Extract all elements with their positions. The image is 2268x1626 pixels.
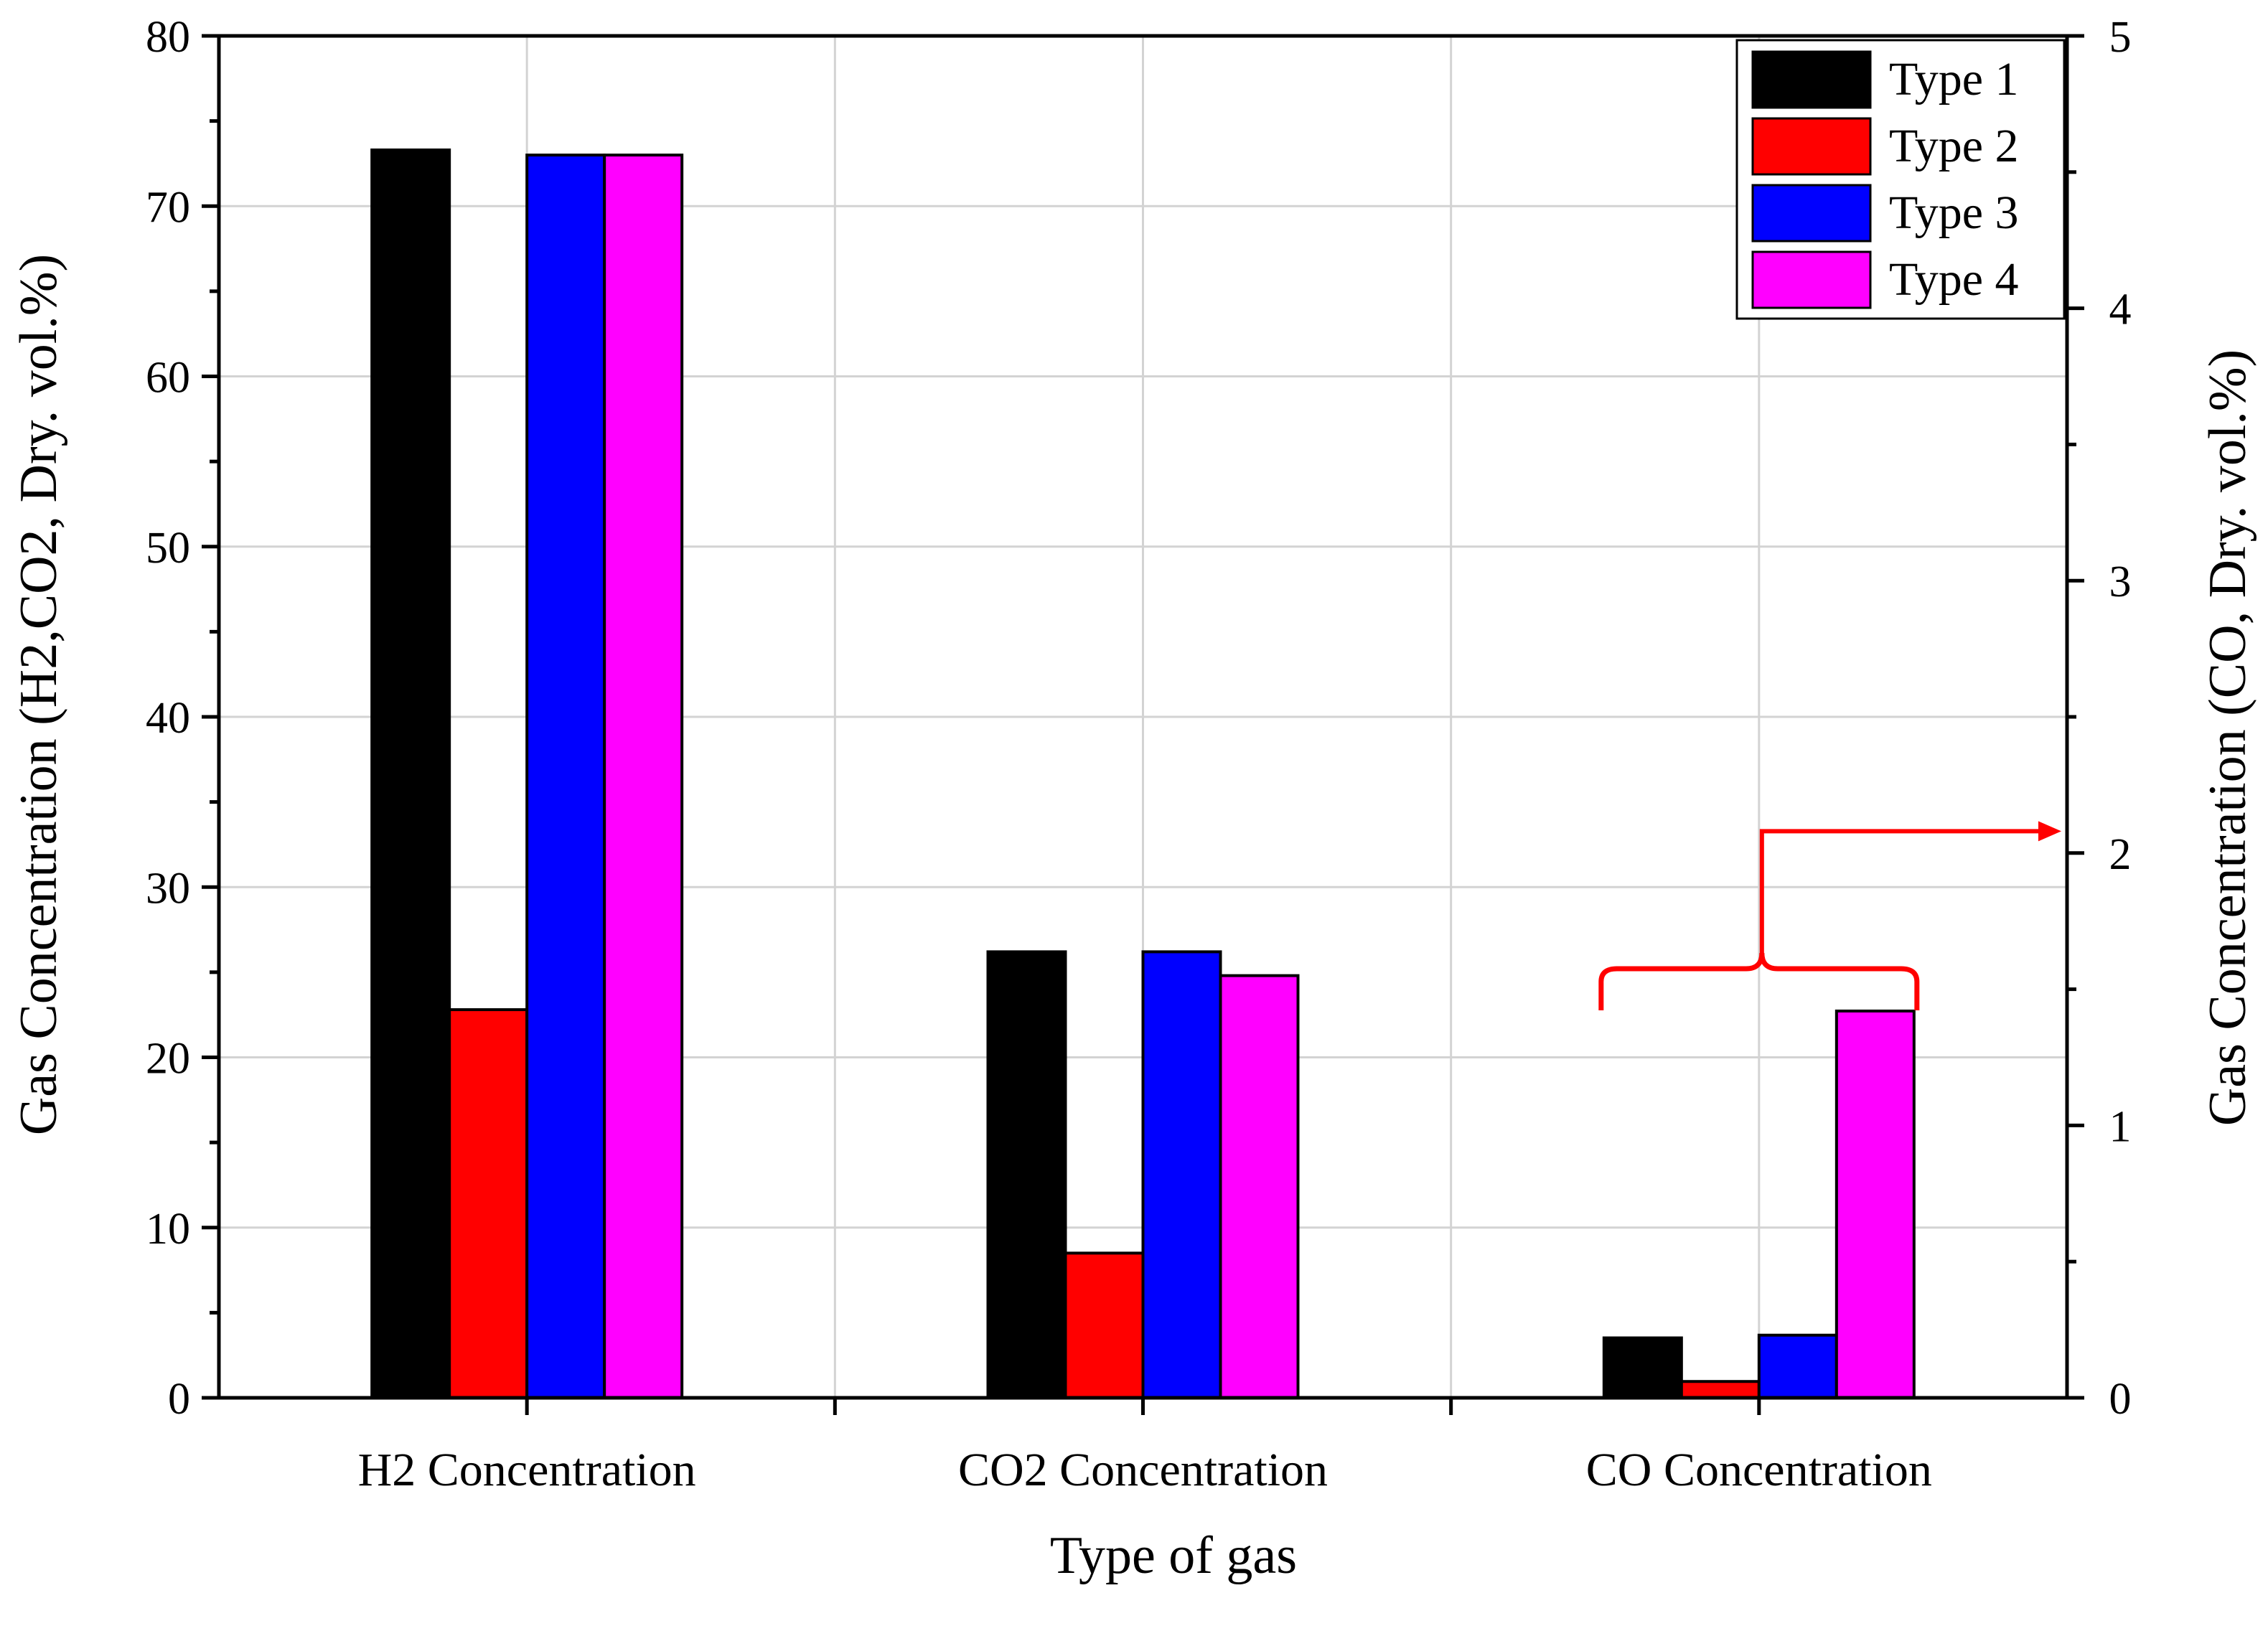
x-tick-label: CO2 Concentration xyxy=(958,1444,1328,1496)
bar-type-1-2 xyxy=(1602,1336,1683,1400)
bar-type-2-1 xyxy=(1064,1251,1145,1400)
legend-swatch-type-3 xyxy=(1751,184,1872,243)
x-tick-label: CO Concentration xyxy=(1586,1444,1932,1496)
y2-tick-label: 2 xyxy=(2109,830,2132,879)
bar-type-3-0 xyxy=(525,154,606,1400)
y-axis-title: Gas Concentration (H2,CO2, Dry. vol.%) xyxy=(9,254,68,1135)
legend-swatch-type-1 xyxy=(1751,50,1872,109)
axes: 0 10 20 30 40 50 60 70 80 0 1 2 3 4 5 H2 Concentration C… xyxy=(146,13,2132,1496)
bar-type-4-1 xyxy=(1219,974,1300,1399)
y2-axis-title: Gas Concentration (CO, Dry. vol.%) xyxy=(2198,349,2257,1126)
y2-tick-label: 4 xyxy=(2109,286,2132,334)
y2-tick-label: 3 xyxy=(2109,558,2132,606)
bar-type-3-2 xyxy=(1757,1333,1838,1400)
y-tick-label: 70 xyxy=(146,183,190,232)
y2-tick-label: 1 xyxy=(2109,1102,2132,1151)
y-tick-label: 10 xyxy=(146,1205,190,1254)
annotation-arrow-line xyxy=(1759,829,2043,953)
y2-tick-label: 0 xyxy=(2109,1375,2132,1424)
y-tick-label: 50 xyxy=(146,524,190,573)
annotation-arrow-head xyxy=(2038,821,2061,842)
bar-type-1-1 xyxy=(986,950,1067,1399)
legend-label-type-1: Type 1 xyxy=(1889,53,2019,105)
y-tick-label: 40 xyxy=(146,694,190,743)
legend-label-type-3: Type 3 xyxy=(1889,187,2019,239)
legend-label-type-4: Type 4 xyxy=(1889,253,2019,306)
legend-swatch-type-4 xyxy=(1751,250,1872,309)
bar-type-2-2 xyxy=(1679,1380,1761,1399)
y-tick-label: 60 xyxy=(146,354,190,403)
bars xyxy=(370,148,1916,1400)
x-tick-label: H2 Concentration xyxy=(358,1444,696,1496)
legend-swatch-type-2 xyxy=(1751,117,1872,176)
legend: Type 1 Type 2 Type 3 Type 4 xyxy=(1735,39,2066,320)
x-axis-title: Type of gas xyxy=(1050,1526,1297,1585)
bar-type-3-1 xyxy=(1141,950,1222,1399)
bar-type-1-0 xyxy=(370,148,451,1399)
bar-type-2-0 xyxy=(448,1008,529,1399)
bar-type-4-0 xyxy=(603,154,684,1400)
bar-type-4-2 xyxy=(1834,1009,1916,1399)
legend-label-type-2: Type 2 xyxy=(1889,120,2019,172)
y-tick-label: 80 xyxy=(146,13,190,62)
y-tick-label: 30 xyxy=(146,864,190,913)
y-tick-label: 0 xyxy=(168,1375,190,1424)
y2-tick-label: 5 xyxy=(2109,13,2132,62)
co-axis-annotation xyxy=(1598,821,2061,1010)
y-tick-label: 20 xyxy=(146,1035,190,1084)
